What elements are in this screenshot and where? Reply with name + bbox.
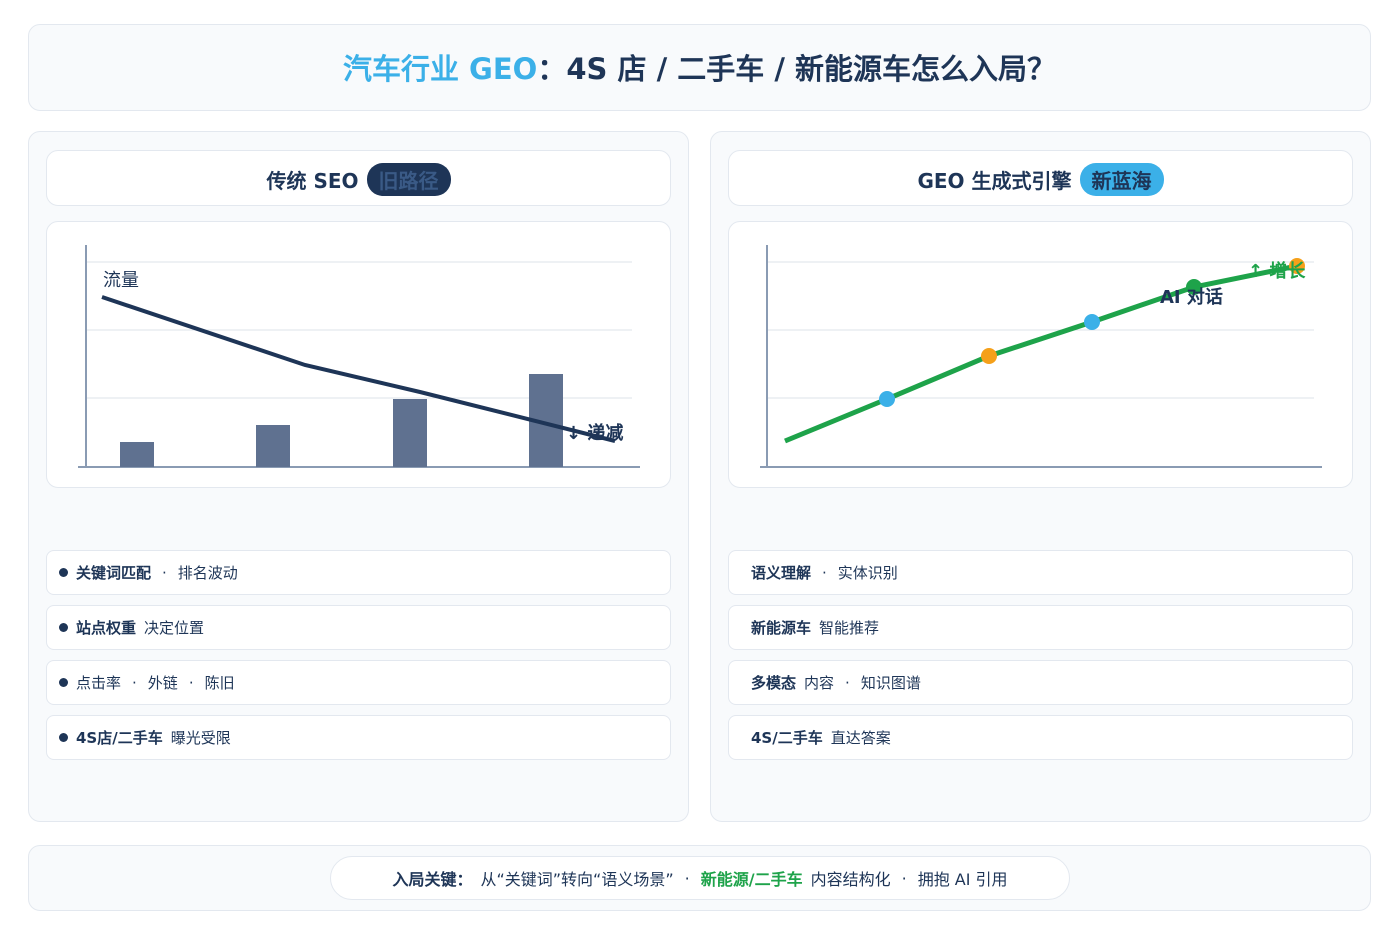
bars: [120, 374, 563, 467]
text-segment: 陈旧: [204, 674, 235, 692]
list-item: 关键词匹配 · 排名波动: [46, 550, 671, 595]
text-segment: 曝光受限: [170, 729, 231, 747]
panel-header: [46, 150, 671, 206]
text-segment: 站点权重: [76, 619, 137, 637]
panel-title-text: GEO 生成式引擎: [917, 168, 1072, 193]
list-item: 多模态 内容 · 知识图谱: [728, 660, 1353, 705]
title: 汽车行业 GEO：4S 店 / 二手车 / 新能源车怎么入局？: [28, 46, 1371, 88]
axes: [78, 245, 1322, 468]
text-segment: 知识图谱: [860, 674, 921, 692]
title-rest: ：4S 店 / 二手车 / 新能源车怎么入局？: [537, 52, 1057, 86]
panel-title-text: 传统 SEO: [266, 168, 359, 193]
dot: [981, 348, 997, 364]
text-segment: 内容: [804, 674, 835, 692]
text-segment: ·: [822, 563, 827, 582]
growth-line: [784, 263, 1298, 444]
text-segment: 排名波动: [177, 564, 238, 582]
text-segment: 内容结构化: [810, 870, 891, 889]
dot: [1186, 279, 1202, 295]
chart-label: ↓ 递减: [566, 422, 623, 444]
header-box: [28, 24, 1371, 111]
text-segment: 关键词匹配: [76, 564, 152, 582]
text-segment: 智能推荐: [819, 619, 880, 637]
text-segment: ·: [188, 673, 194, 692]
text-segment: ·: [162, 563, 167, 582]
text-segment: 4S店/二手车: [76, 729, 163, 747]
text-segment: 拥抱 AI 引用: [917, 870, 1008, 889]
text-segment: 实体识别: [837, 564, 898, 582]
dot: [1289, 258, 1305, 274]
text-segment: ·: [132, 673, 137, 692]
text-segment: 直达答案: [830, 729, 891, 747]
text-segment: 4S/二手车: [751, 729, 823, 747]
title-highlight: 汽车行业 GEO: [342, 52, 538, 86]
bullet: [59, 623, 68, 632]
panel-header: [728, 150, 1353, 206]
footer-pill: 入局关键： 从“关键词”转向“语义场景” · 新能源/二手车 内容结构化 · 拥抱 AI 引…: [330, 856, 1070, 900]
panel-title: 传统 SEO 旧路径: [46, 162, 671, 196]
chart-box: [728, 221, 1353, 488]
bullet: [59, 733, 68, 742]
text-segment: 多模态: [751, 674, 797, 692]
list-item: 站点权重 决定位置: [46, 605, 671, 650]
list-item: 4S店/二手车 曝光受限: [46, 715, 671, 760]
dot: [1084, 314, 1100, 330]
list-item: 4S/二手车 直达答案: [728, 715, 1353, 760]
list-item: 点击率 · 外链 · 陈旧: [46, 660, 671, 705]
text-segment: 外链: [147, 674, 178, 692]
list-item: 语义理解 · 实体识别: [728, 550, 1353, 595]
text-segment: 点击率: [76, 674, 122, 692]
badge: 新蓝海: [1079, 162, 1164, 196]
text-segment: 语义理解: [751, 564, 812, 582]
text-segment: 从“关键词”转向“语义场景”: [480, 870, 674, 889]
chart-label: ↑ 增长: [1248, 260, 1306, 282]
bullet: [59, 678, 68, 687]
badge: 旧路径: [366, 162, 451, 196]
dot: [879, 391, 895, 407]
bullet: [59, 568, 68, 577]
grid: [86, 261, 1314, 399]
decline-line: [101, 295, 616, 443]
text-segment: 入局关键：: [392, 870, 473, 889]
text-segment: 新能源车: [751, 619, 812, 637]
chart-label: 流量: [103, 270, 139, 291]
text-segment: 决定位置: [144, 619, 205, 637]
chart-label: AI 对话: [1160, 286, 1223, 308]
text-segment: ·: [684, 868, 690, 888]
list-item: 新能源车 智能推荐: [728, 605, 1353, 650]
text-segment: 新能源/二手车: [700, 870, 803, 889]
text-segment: ·: [845, 673, 850, 692]
panel-title: GEO 生成式引擎 新蓝海: [728, 162, 1353, 196]
text-segment: ·: [901, 868, 907, 888]
